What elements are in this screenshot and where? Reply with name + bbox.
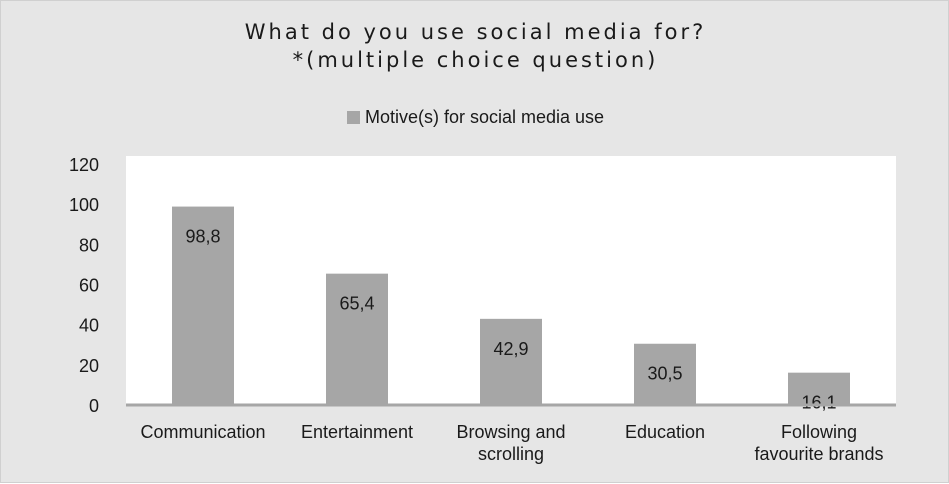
- x-tick-label-line: scrolling: [426, 443, 596, 465]
- x-tick-label-line: Following: [734, 421, 904, 443]
- y-axis: 0 20 40 60 80 100 120: [69, 155, 99, 416]
- x-tick-label-line: Communication: [118, 421, 288, 443]
- x-tick-label-line: favourite brands: [734, 443, 904, 465]
- bar-data-label: 16,1: [801, 393, 836, 413]
- x-tick-label: Communication: [118, 421, 288, 443]
- x-tick-label: Education: [580, 421, 750, 443]
- y-tick-label: 100: [69, 195, 99, 215]
- x-tick-label: Entertainment: [272, 421, 442, 443]
- bar-data-label: 30,5: [647, 364, 682, 384]
- y-tick-label: 80: [79, 235, 99, 255]
- x-tick-label: Following favourite brands: [734, 421, 904, 465]
- y-tick-label: 60: [79, 276, 99, 296]
- bar-data-label: 42,9: [493, 339, 528, 359]
- y-tick-label: 120: [69, 155, 99, 175]
- x-tick-label-line: Browsing and: [426, 421, 596, 443]
- y-tick-label: 20: [79, 356, 99, 376]
- y-tick-label: 0: [89, 396, 99, 416]
- y-tick-label: 40: [79, 316, 99, 336]
- x-tick-label-line: Education: [580, 421, 750, 443]
- bar-data-label: 98,8: [185, 227, 220, 247]
- x-tick-label: Browsing and scrolling: [426, 421, 596, 465]
- bar-data-label: 65,4: [339, 294, 374, 314]
- bar-browsing-and-scrolling: [480, 319, 542, 405]
- x-tick-label-line: Entertainment: [272, 421, 442, 443]
